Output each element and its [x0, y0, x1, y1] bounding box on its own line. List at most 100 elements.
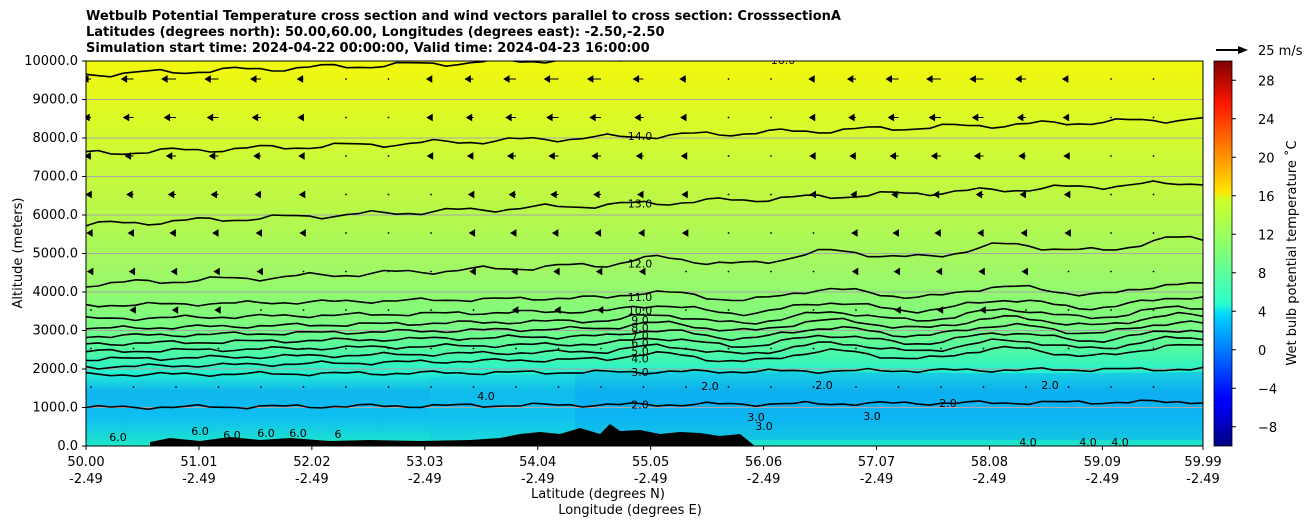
wind-vector — [124, 152, 134, 160]
y-tick-label: 1000.0 — [33, 401, 79, 416]
wind-vector — [430, 386, 432, 388]
wind-vector — [86, 229, 93, 237]
wind-vector — [472, 347, 475, 350]
contour-line — [86, 180, 1203, 227]
wind-vector — [1016, 113, 1026, 122]
contour-line — [86, 235, 1203, 288]
wind-vector — [1110, 78, 1112, 80]
wind-vector — [855, 309, 857, 311]
y-tick-label: 4000.0 — [33, 285, 79, 300]
wind-vector — [430, 270, 432, 273]
cool-patch-b — [575, 370, 1203, 440]
contour-label: 15.0 — [628, 51, 653, 64]
colorbar — [1213, 60, 1233, 447]
wind-vector — [770, 155, 772, 157]
wind-vector — [855, 347, 857, 350]
wind-vector — [90, 386, 92, 388]
contour-lines — [86, 61, 1203, 411]
wind-vector — [550, 190, 559, 199]
wind-vector — [1152, 193, 1155, 196]
wind-vector — [727, 232, 730, 234]
wind-vector — [170, 267, 178, 276]
wind-vector — [642, 347, 645, 350]
wind-vector — [887, 113, 899, 122]
wind-vectors — [86, 75, 1155, 388]
contour-label: 6.0 — [289, 427, 307, 440]
wind-vector — [297, 113, 304, 122]
wind-vector — [208, 152, 219, 160]
wind-vector — [345, 347, 347, 350]
wind-vector — [507, 152, 516, 160]
wind-vector — [86, 152, 91, 160]
wind-vector — [345, 270, 347, 273]
wind-vector — [1064, 229, 1071, 237]
y-tick-label: 0.0 — [57, 439, 78, 454]
x-tick-label-lon: -2.49 — [1186, 472, 1220, 487]
wind-vector — [468, 229, 476, 237]
contour-line — [86, 343, 1203, 370]
wind-vector — [685, 347, 687, 350]
wind-vector — [808, 75, 815, 83]
wind-vector — [212, 229, 219, 237]
colorbar-tick-label: 20 — [1258, 151, 1275, 166]
wind-vector — [770, 193, 772, 196]
wind-vector — [977, 229, 984, 237]
y-axis-title: Altitude (meters) — [11, 198, 26, 309]
contour-line — [86, 335, 1203, 362]
wind-vector — [849, 152, 856, 160]
contour-label: 9.0 — [631, 314, 649, 327]
wind-vector — [1025, 347, 1027, 350]
wind-vector — [430, 347, 432, 350]
wind-vector — [681, 190, 688, 199]
wind-vector — [387, 155, 390, 157]
wind-vector — [809, 152, 816, 160]
wind-vector — [128, 267, 136, 276]
contour-line — [86, 329, 1203, 354]
wind-vector — [809, 190, 816, 199]
wind-vector — [387, 309, 390, 311]
wind-vector — [1110, 193, 1112, 196]
wind-vector — [505, 113, 516, 122]
contour-label: 2.0 — [631, 399, 649, 412]
wind-vector — [1110, 347, 1112, 350]
contour-line — [86, 366, 1203, 378]
wind-vector — [978, 267, 985, 276]
wind-vector — [600, 347, 602, 350]
wind-vector — [638, 267, 646, 276]
wind-vector — [812, 347, 815, 350]
x-tick-label-lon: -2.49 — [408, 472, 442, 487]
wind-vector — [1152, 386, 1155, 388]
x-tick-label-lat: 54.04 — [519, 455, 556, 470]
y-tick-label: 3000.0 — [33, 324, 79, 339]
contour-label: 2.0 — [1041, 379, 1059, 392]
title-line-3: Simulation start time: 2024-04-22 00:00:… — [86, 41, 650, 56]
wind-vector — [812, 309, 815, 311]
wind-vector — [543, 75, 559, 83]
wind-vector — [210, 190, 219, 199]
colorbar-tick-label: −8 — [1258, 421, 1277, 436]
wind-vector — [1152, 347, 1155, 350]
wind-vector — [928, 113, 941, 122]
wind-vector — [770, 309, 772, 311]
wind-vector — [430, 309, 432, 311]
wind-vector — [426, 152, 434, 160]
contour-label: 2.0 — [815, 379, 833, 392]
wind-vector — [1152, 270, 1155, 273]
wind-vector — [206, 113, 219, 122]
wind-vector — [260, 347, 262, 350]
wind-vector — [551, 229, 559, 237]
wind-vector — [973, 152, 984, 160]
y-axis: 0.0 1000.0 2000.0 3000.0 4000.0 5000.0 6000.0 7… — [24, 54, 86, 454]
wind-vector — [1152, 232, 1155, 234]
contour-line — [86, 399, 1203, 411]
wind-vector — [1015, 75, 1026, 83]
contour-label: 4.0 — [477, 390, 495, 403]
x-tick-label-lon: -2.49 — [747, 472, 781, 487]
wind-vector — [897, 386, 900, 388]
wind-vector — [132, 347, 135, 350]
wind-vector — [680, 113, 687, 122]
wind-vector — [679, 75, 686, 83]
wind-vector — [1152, 116, 1155, 119]
wind-vector — [770, 347, 772, 350]
wind-vector — [1018, 152, 1026, 160]
